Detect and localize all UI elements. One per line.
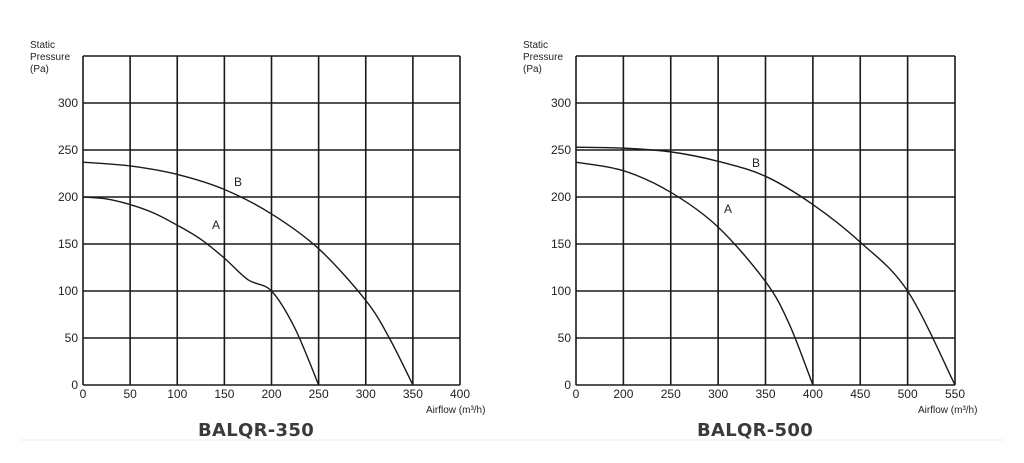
series-label-b: B — [752, 156, 760, 170]
y-tick-label: 100 — [58, 284, 78, 298]
x-tick-label: 200 — [613, 387, 633, 401]
x-tick-label: 0 — [80, 387, 87, 401]
y-tick-label: 300 — [58, 96, 78, 110]
x-tick-label: 250 — [661, 387, 681, 401]
y-tick-label: 100 — [551, 284, 571, 298]
y-tick-label: 150 — [58, 237, 78, 251]
x-tick-label: 150 — [214, 387, 234, 401]
series-curve-b — [575, 146, 956, 386]
y-axis-title-line: (Pa) — [523, 64, 542, 75]
y-axis-title-left: Static Pressure (Pa) — [30, 40, 70, 76]
y-tick-label: 50 — [558, 331, 572, 345]
x-axis-title: Airflow (m³/h) — [426, 405, 485, 416]
y-axis-title-line: Static — [523, 40, 549, 51]
series-curve-b — [82, 161, 414, 386]
x-tick-label: 400 — [450, 387, 470, 401]
chart-title-left: BALQR-350 — [198, 420, 315, 441]
x-tick-label: 400 — [803, 387, 823, 401]
y-tick-label: 50 — [65, 331, 79, 345]
x-axis-title: Airflow (m³/h) — [918, 405, 977, 416]
y-axis-title-line: Pressure — [30, 52, 71, 63]
series-label-b: B — [234, 175, 242, 189]
x-tick-label: 350 — [755, 387, 775, 401]
y-axis-title-line: Pressure — [523, 52, 564, 63]
x-tick-label: 450 — [850, 387, 870, 401]
x-tick-label: 300 — [708, 387, 728, 401]
y-axis-title-line: Static — [30, 40, 56, 51]
y-tick-label: 250 — [58, 143, 78, 157]
series-label-a: A — [724, 202, 732, 216]
series-label-a: A — [212, 218, 220, 232]
chart-title-right: BALQR-500 — [697, 420, 814, 441]
y-axis-title-right: Static Pressure (Pa) — [523, 40, 563, 76]
x-tick-label: 350 — [403, 387, 423, 401]
y-axis-title-line: (Pa) — [30, 64, 49, 75]
y-tick-label: 300 — [551, 96, 571, 110]
x-tick-label: 100 — [167, 387, 187, 401]
y-tick-label: 250 — [551, 143, 571, 157]
series-curve-a — [82, 196, 320, 386]
y-tick-label: 0 — [71, 378, 78, 392]
x-tick-label: 250 — [309, 387, 329, 401]
y-tick-label: 200 — [551, 190, 571, 204]
x-tick-label: 550 — [945, 387, 965, 401]
y-tick-label: 150 — [551, 237, 571, 251]
y-tick-label: 200 — [58, 190, 78, 204]
x-tick-label: 0 — [573, 387, 580, 401]
series-curve-a — [575, 161, 814, 386]
x-tick-label: 500 — [898, 387, 918, 401]
x-tick-label: 300 — [356, 387, 376, 401]
x-tick-label: 200 — [261, 387, 281, 401]
x-tick-label: 50 — [123, 387, 137, 401]
y-tick-label: 0 — [564, 378, 571, 392]
